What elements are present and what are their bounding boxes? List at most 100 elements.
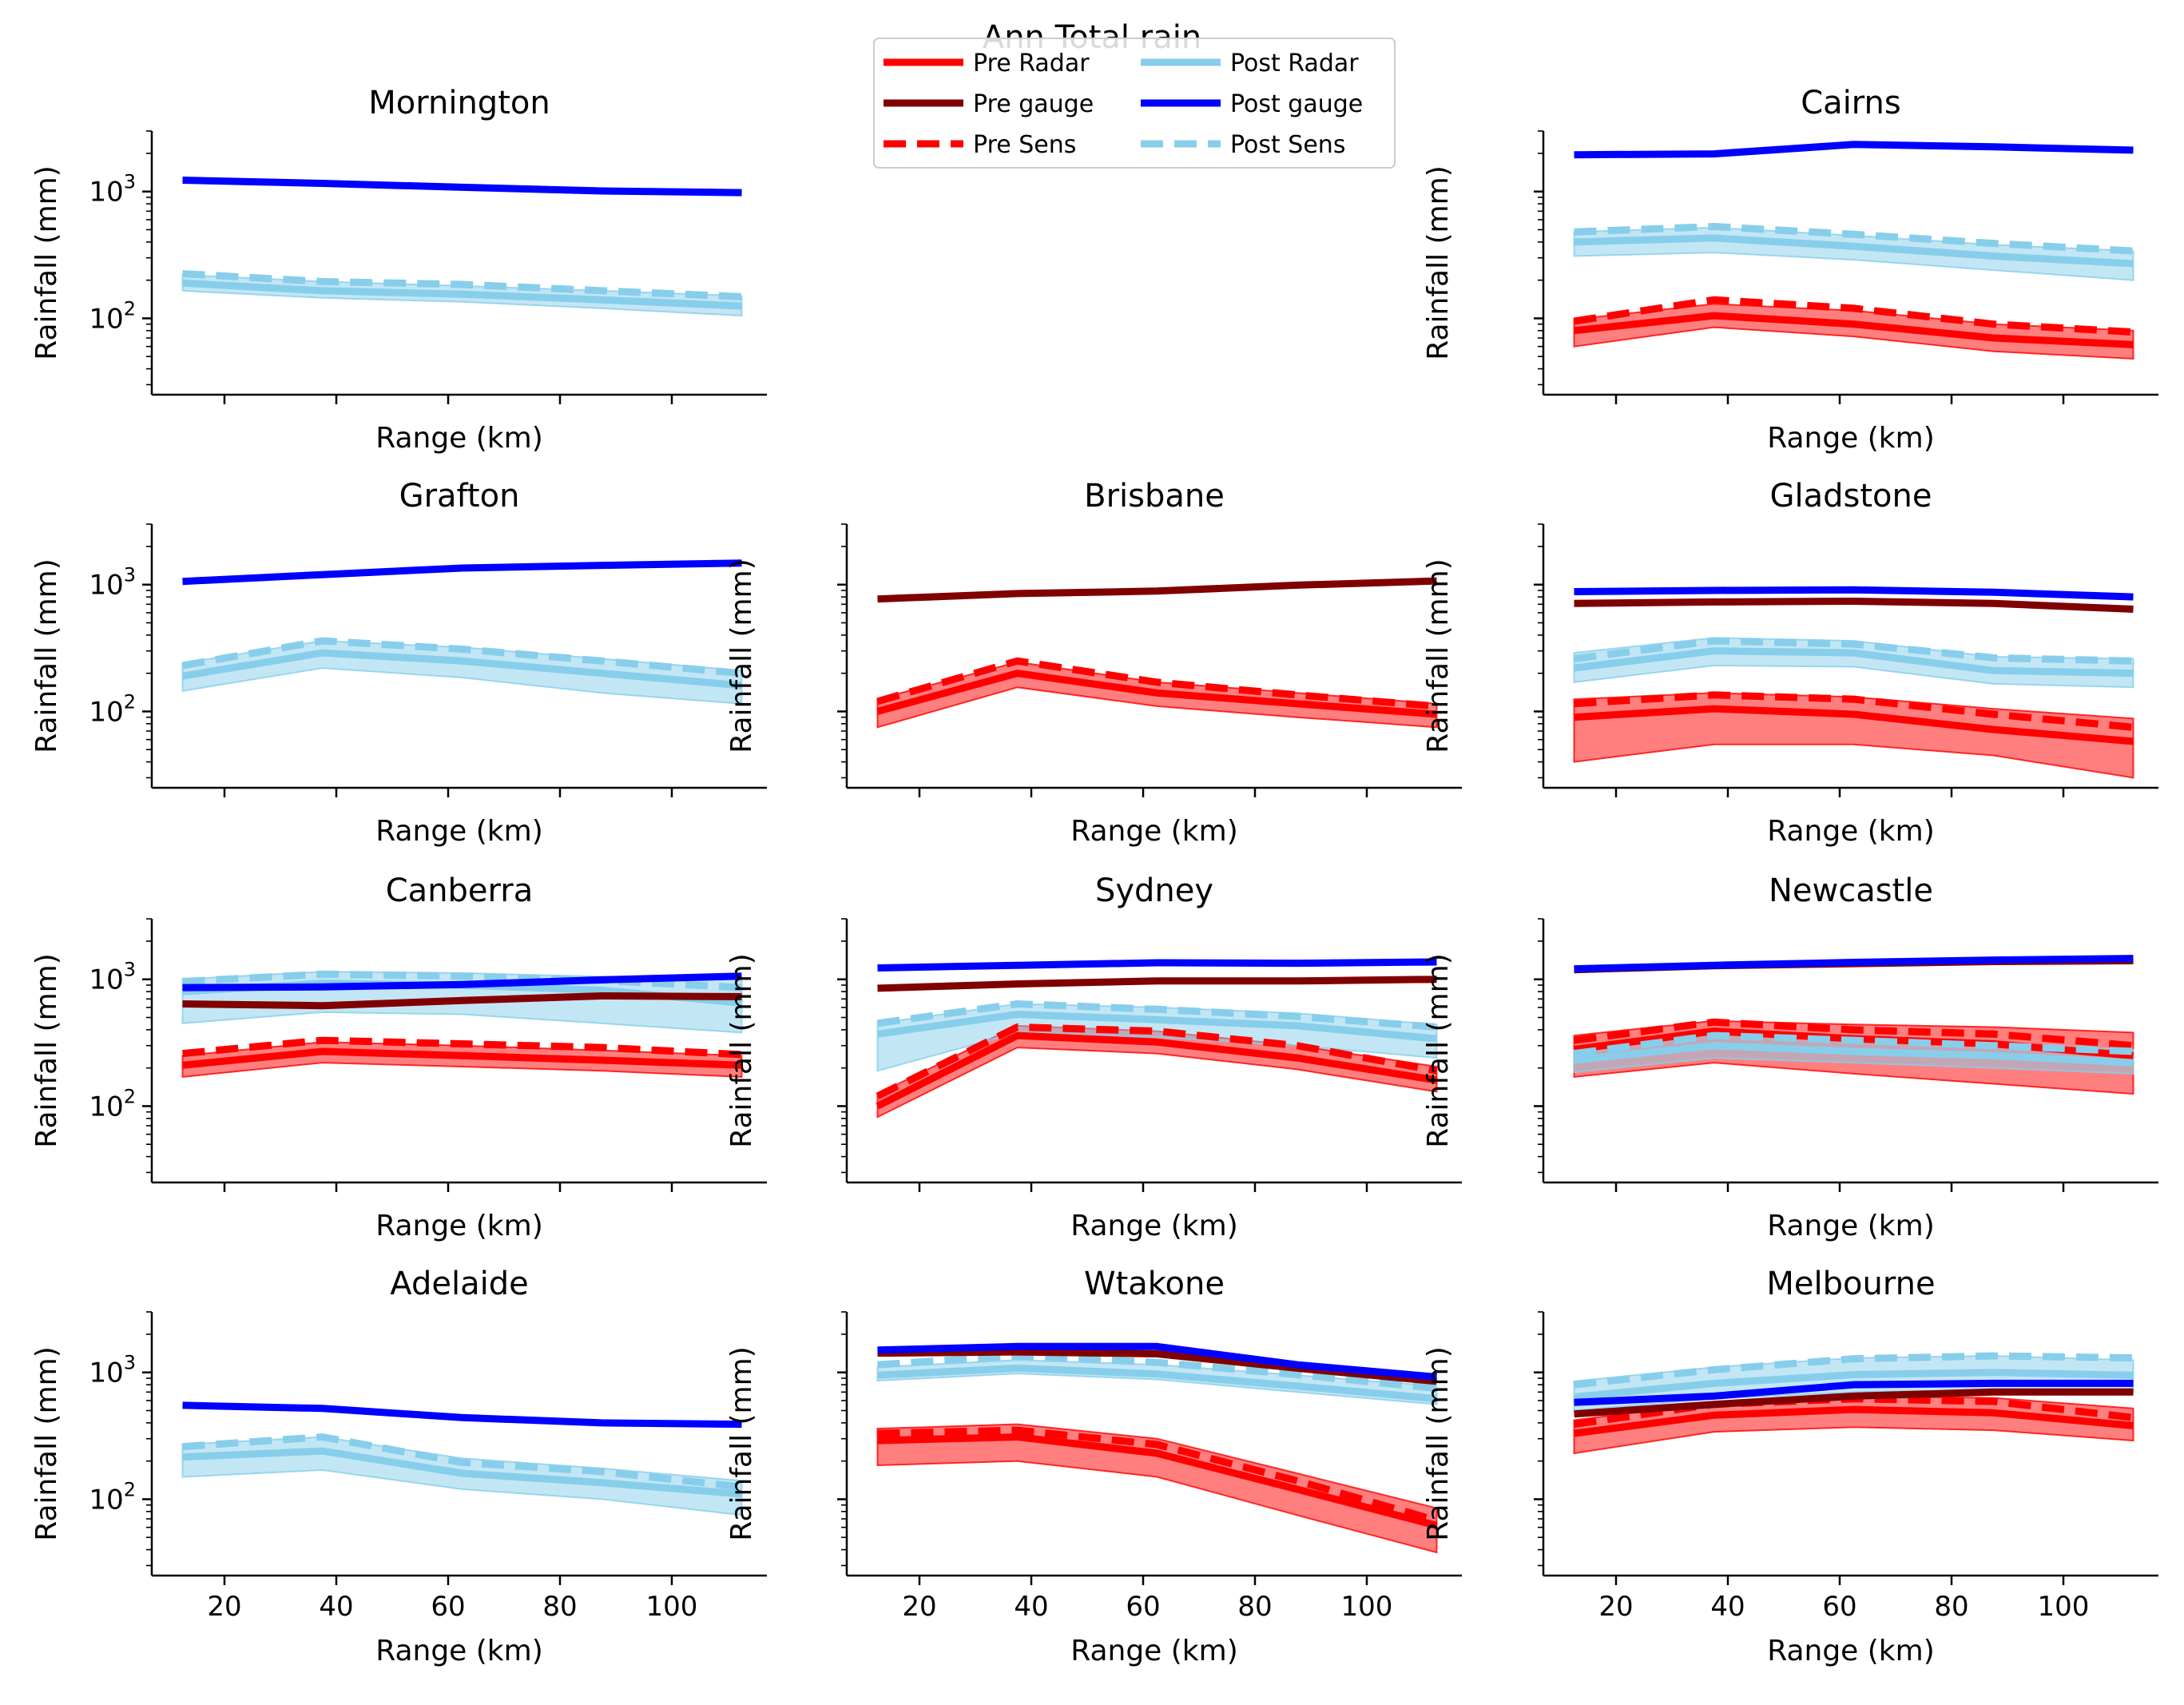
y-tick-label: 103	[89, 564, 136, 602]
pre-gauge-line	[1574, 1388, 2134, 1418]
post-sens-line	[181, 637, 742, 678]
y-tick-base: 10	[89, 1357, 123, 1389]
y-tick-label: 102	[89, 1085, 136, 1123]
y-axis-label: Rainfall (mm)	[725, 1346, 758, 1541]
post-gauge-line	[182, 177, 742, 197]
pre-sens-line	[1573, 1018, 2134, 1050]
subplot-title: Melbourne	[1766, 1266, 1935, 1302]
plot-area	[1573, 1352, 2134, 1455]
subplot-title: Gladstone	[1770, 478, 1932, 515]
y-axis-label: Rainfall (mm)	[30, 165, 63, 360]
post-gauge-line	[877, 1342, 1437, 1381]
plot-area	[876, 577, 1438, 729]
subplot-brisbane: Brisbane Range (km) Rainfall (mm)	[725, 478, 1462, 848]
x-axis-label: Range (km)	[375, 422, 543, 455]
y-axis-label: Rainfall (mm)	[1422, 1346, 1455, 1541]
x-axis-label: Range (km)	[1070, 815, 1238, 848]
x-tick-label: 100	[646, 1591, 698, 1623]
post-gauge-line	[1574, 586, 2134, 601]
x-tick-label: 20	[902, 1591, 936, 1623]
post-sens-line	[182, 970, 742, 992]
subplot-title: Mornington	[368, 85, 550, 121]
post-radar-line	[182, 279, 742, 310]
y-tick-base: 10	[89, 570, 123, 602]
pre-sens-line	[876, 1023, 1438, 1099]
x-tick-label: 100	[2038, 1591, 2090, 1623]
post-gauge-line	[1574, 1379, 2134, 1406]
pre-gauge-line	[877, 1348, 1437, 1385]
post-radar-band	[876, 1003, 1438, 1072]
y-tick-exponent: 2	[124, 1085, 136, 1107]
x-axis-label: Range (km)	[1070, 1210, 1238, 1242]
y-tick-base: 10	[89, 1484, 123, 1516]
pre-radar-band	[1573, 303, 2134, 360]
post-gauge-line	[182, 559, 742, 586]
x-tick-label: 100	[1341, 1591, 1393, 1623]
post-gauge-line	[877, 958, 1437, 972]
subplot-sydney: Sydney Range (km) Rainfall (mm)	[725, 872, 1462, 1242]
x-tick-label: 40	[1710, 1591, 1745, 1623]
y-tick-exponent: 3	[124, 171, 136, 193]
subplot-title: Cairns	[1801, 85, 1901, 121]
pre-sens-line	[876, 657, 1437, 710]
post-radar-line	[1574, 234, 2134, 268]
plot-area	[876, 1342, 1438, 1554]
x-axis-label: Range (km)	[1767, 1635, 1935, 1667]
post-radar-line	[876, 1011, 1437, 1043]
x-tick-label: 20	[207, 1591, 241, 1623]
pre-radar-line	[182, 1047, 742, 1069]
subplot-title: Sydney	[1095, 872, 1213, 909]
post-sens-line	[1573, 1031, 2134, 1058]
subplot-title: Brisbane	[1084, 478, 1225, 515]
x-axis-label: Range (km)	[375, 815, 543, 848]
x-tick-label: 80	[1237, 1591, 1272, 1623]
legend-item: Post Sens	[1141, 131, 1345, 159]
legend-label: Pre gauge	[973, 90, 1094, 118]
y-tick-exponent: 2	[124, 690, 136, 713]
post-radar-line	[877, 1364, 1437, 1403]
plot-area	[876, 958, 1438, 1119]
plot-area	[181, 970, 743, 1079]
post-gauge-line	[1574, 141, 2134, 159]
pre-radar-line	[1574, 705, 2134, 745]
y-tick-exponent: 3	[124, 564, 136, 586]
pre-gauge-line	[877, 577, 1437, 603]
subplot-title: Grafton	[399, 478, 520, 515]
x-tick-label: 80	[542, 1591, 577, 1623]
legend-label: Pre Sens	[973, 131, 1076, 159]
plot-area	[1573, 955, 2134, 1095]
y-axis-label: Rainfall (mm)	[30, 953, 63, 1148]
pre-radar-line	[1574, 312, 2134, 348]
post-radar-line	[1574, 1042, 2134, 1067]
pre-sens-line	[1574, 691, 2134, 731]
y-tick-label: 102	[89, 297, 136, 335]
pre-gauge-line	[1574, 598, 2134, 613]
subplot-newcastle: Newcastle Range (km) Rainfall (mm)	[1422, 872, 2158, 1242]
post-sens-line	[1574, 1352, 2134, 1389]
x-axis-label: Range (km)	[375, 1635, 543, 1667]
y-tick-label: 102	[89, 690, 136, 728]
y-axis-label: Rainfall (mm)	[1422, 558, 1455, 753]
x-tick-label: 40	[1014, 1591, 1048, 1623]
legend-item: Post Radar	[1141, 50, 1359, 78]
subplot-melbourne: Melbourne 20 40 60 80 100 Range (km) Rainfall (…	[1422, 1266, 2158, 1667]
x-tick-label: 80	[1934, 1591, 1968, 1623]
x-axis-label: Range (km)	[1070, 1635, 1238, 1667]
legend-label: Post Sens	[1230, 131, 1345, 159]
subplot-wtakone: Wtakone 20 40 60 80 100 Range (km) Rainfall (mm…	[725, 1266, 1462, 1667]
y-tick-label: 103	[89, 1352, 136, 1389]
x-axis-label: Range (km)	[1767, 1210, 1935, 1242]
x-tick-label: 40	[319, 1591, 353, 1623]
plot-area	[1573, 141, 2134, 360]
y-tick-label: 102	[89, 1478, 136, 1516]
plot-area	[181, 177, 743, 317]
y-tick-base: 10	[89, 964, 123, 996]
x-axis-label: Range (km)	[1767, 422, 1935, 455]
legend-frame	[873, 38, 1396, 169]
